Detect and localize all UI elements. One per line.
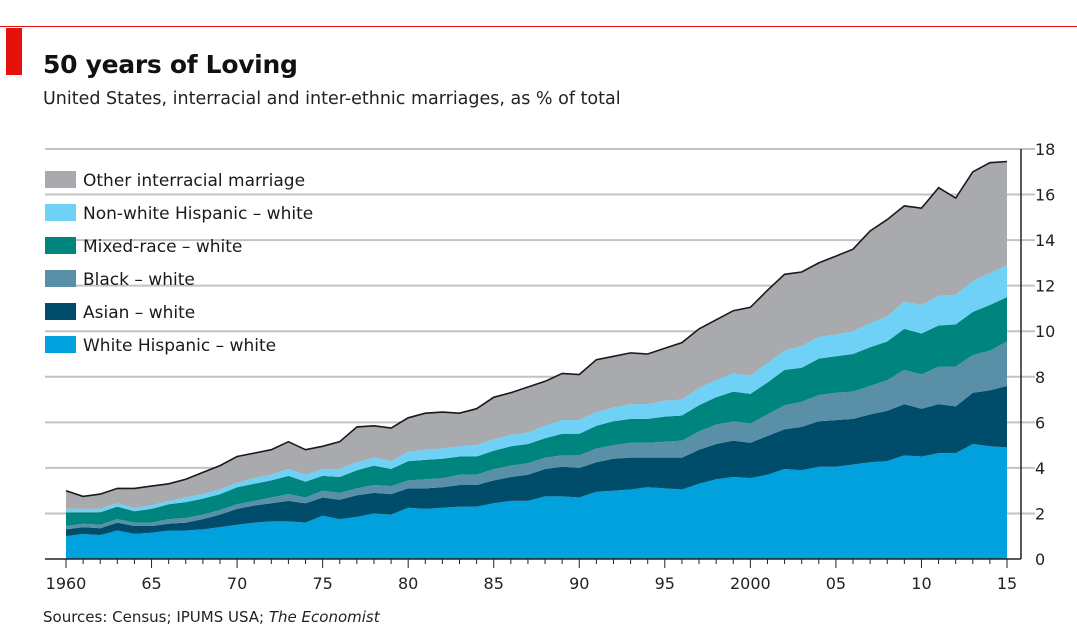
legend-item: Other interracial marriage — [45, 171, 305, 191]
y-tick-label: 12 — [1035, 277, 1055, 296]
y-tick-label: 8 — [1035, 368, 1045, 387]
top-rule — [0, 26, 1077, 27]
legend-label: White Hispanic – white — [83, 336, 276, 356]
x-tick-label: 95 — [655, 574, 675, 593]
legend-swatch — [45, 303, 76, 320]
x-tick-label: 90 — [569, 574, 589, 593]
legend-label: Mixed-race – white — [83, 237, 242, 257]
legend-item: Mixed-race – white — [45, 237, 242, 257]
x-tick-label: 10 — [911, 574, 931, 593]
y-tick-label: 18 — [1035, 140, 1055, 159]
x-tick-label: 1960 — [46, 574, 87, 593]
x-tick-label: 15 — [997, 574, 1017, 593]
legend-item: White Hispanic – white — [45, 336, 276, 356]
chart-title: 50 years of Loving — [43, 50, 298, 79]
x-tick-label: 80 — [398, 574, 418, 593]
legend-swatch — [45, 270, 76, 287]
area-series-6 — [66, 161, 1007, 509]
area-series-2 — [66, 385, 1007, 537]
stacked-area-chart: 0 2 4 6 8 10 12 14 16 18 1960 65 70 75 80 85 90 95 2000 05 1… — [45, 140, 1055, 593]
legend-swatch — [45, 204, 76, 221]
area-series-1 — [66, 444, 1007, 559]
sources-note: Sources: Census; IPUMS USA; The Economis… — [43, 608, 380, 626]
x-tick-label: 2000 — [730, 574, 771, 593]
y-tick-label: 4 — [1035, 459, 1045, 478]
legend-item: Non-white Hispanic – white — [45, 204, 313, 224]
x-tick-label: 05 — [826, 574, 846, 593]
x-tick-label: 85 — [484, 574, 504, 593]
y-tick-label: 14 — [1035, 231, 1055, 250]
legend-swatch — [45, 336, 76, 353]
sources-publisher: The Economist — [268, 608, 380, 626]
legend-swatch — [45, 171, 76, 188]
legend-swatch — [45, 237, 76, 254]
axes: 0 2 4 6 8 10 12 14 16 18 1960 65 70 75 80 85 90 95 2000 05 1… — [45, 140, 1055, 593]
legend-label: Non-white Hispanic – white — [83, 204, 313, 224]
y-tick-label: 2 — [1035, 504, 1045, 523]
y-tick-label: 16 — [1035, 186, 1055, 205]
legend-label: Black – white — [83, 270, 195, 290]
legend-label: Other interracial marriage — [83, 171, 305, 191]
x-tick-label: 70 — [227, 574, 247, 593]
x-tick-label: 75 — [312, 574, 332, 593]
y-tick-label: 0 — [1035, 550, 1045, 569]
total-outline — [65, 160, 1008, 498]
sources-text: Sources: Census; IPUMS USA; — [43, 608, 269, 626]
area-series — [65, 160, 1008, 559]
chart-subtitle: United States, interracial and inter-eth… — [43, 89, 621, 109]
legend-item: Black – white — [45, 270, 195, 290]
y-tick-label: 10 — [1035, 322, 1055, 341]
y-tick-label: 6 — [1035, 413, 1045, 432]
legend-label: Asian – white — [83, 303, 195, 323]
legend: Other interracial marriage Non-white Hisp… — [45, 171, 313, 356]
legend-item: Asian – white — [45, 303, 195, 323]
x-tick-label: 65 — [141, 574, 161, 593]
brand-red-tab — [6, 28, 22, 75]
